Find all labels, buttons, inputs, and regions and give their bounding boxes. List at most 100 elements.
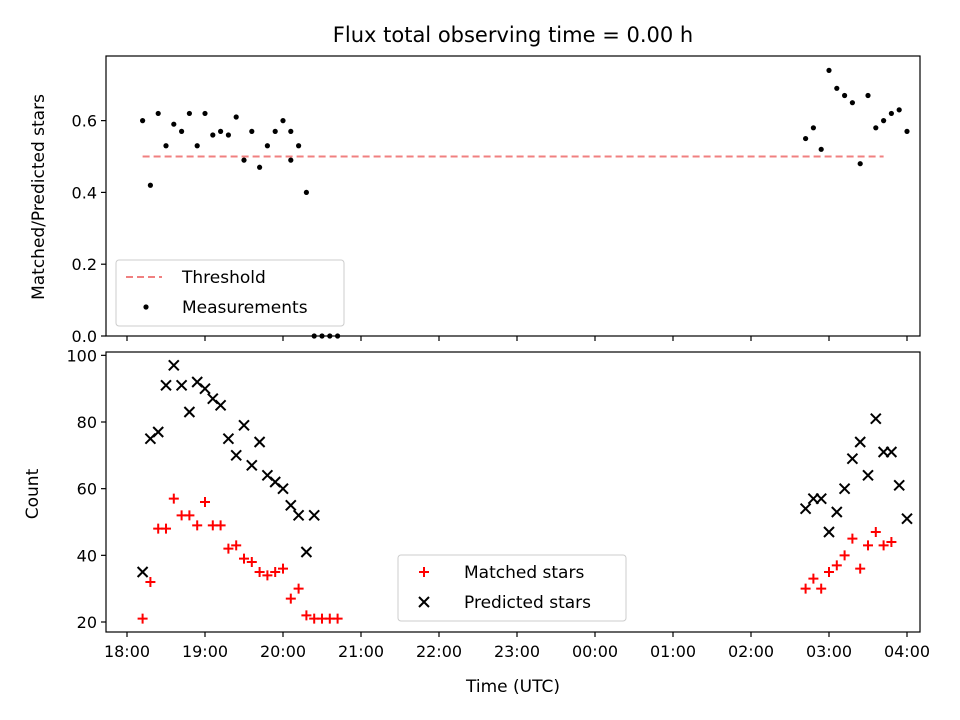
matched-star-point <box>200 497 210 507</box>
measurement-point <box>257 164 263 170</box>
bottom-panel: Count Time (UTC) 18:00 19:00 20:00 21:00 22:… <box>23 346 930 697</box>
matched-star-point <box>192 520 203 531</box>
x-tick-label-6: 00:00 <box>572 642 618 661</box>
x-tick-label-1: 19:00 <box>182 642 228 661</box>
predicted-star-point <box>885 446 898 458</box>
predicted-star-point <box>308 509 320 522</box>
predicted-star-point <box>799 502 812 515</box>
predicted-star-point <box>152 426 164 438</box>
y-tick-label-0-0: 0.0 <box>72 327 97 346</box>
legend-1: Matched stars Predicted stars <box>397 554 627 622</box>
x-tick-label-8: 02:00 <box>728 642 774 661</box>
measurement-point <box>296 143 302 149</box>
matched-star-point <box>239 553 249 564</box>
measurement-point <box>826 67 832 73</box>
legend-label-1-0: Matched stars <box>464 563 584 583</box>
measurement-point <box>303 189 309 196</box>
measurement-point <box>311 333 317 339</box>
y-tick-label-1-3: 80 <box>77 413 97 432</box>
x-tick-label-9: 03:00 <box>806 642 852 661</box>
chart-title: Flux total observing time = 0.00 h <box>333 23 693 47</box>
legend-matched-swatch <box>419 567 429 577</box>
legend-label-0-1: Measurements <box>182 298 308 318</box>
measurement-point <box>202 110 208 117</box>
axes-frame-0 <box>105 55 921 337</box>
x-tick-label-4: 22:00 <box>416 642 462 661</box>
matched-star-point <box>293 583 304 594</box>
measurement-point <box>881 118 887 124</box>
predicted-star-point <box>292 509 305 522</box>
measurement-point <box>327 333 333 339</box>
matched-star-point <box>839 550 850 561</box>
measurement-point <box>849 100 856 106</box>
x-tick-label-0: 18:00 <box>104 642 150 661</box>
y-tick-label-1-4: 100 <box>66 346 97 365</box>
matched-star-point <box>855 563 866 574</box>
measurement-point <box>155 110 161 117</box>
measurement-point <box>171 121 177 127</box>
matched-star-point <box>863 540 873 551</box>
matched-star-point <box>161 523 171 534</box>
predicted-star-point <box>246 459 258 472</box>
measurement-point <box>865 92 871 99</box>
legend-0: Threshold Measurements <box>115 259 345 327</box>
matched-star-point <box>184 510 195 521</box>
measurement-point <box>873 125 879 131</box>
predicted-star-point <box>222 432 235 445</box>
matched-star-point <box>223 543 234 554</box>
legend-box-1 <box>397 554 627 622</box>
measurement-point <box>225 132 231 138</box>
predicted-star-point <box>136 566 149 578</box>
matched-star-point <box>332 613 343 624</box>
matched-star-point <box>246 557 257 567</box>
predicted-star-point <box>160 379 172 392</box>
matched-star-point <box>831 560 842 571</box>
predicted-star-point <box>285 499 297 512</box>
y-tick-label-0-2: 0.4 <box>72 183 97 202</box>
measurement-point <box>179 128 185 134</box>
measurement-point <box>218 128 224 134</box>
matched-star-point <box>278 563 288 574</box>
x-tick-label-5: 23:00 <box>494 642 540 661</box>
predicted-star-point <box>238 419 250 432</box>
measurement-point <box>241 157 247 163</box>
measurement-point <box>280 118 286 124</box>
matched-star-point <box>870 527 881 537</box>
matched-star-point <box>847 533 858 544</box>
matched-star-point <box>262 570 273 581</box>
matched-star-point <box>231 540 242 551</box>
bottom-ylabel: Count <box>23 468 43 519</box>
measurement-point <box>319 333 325 339</box>
measurement-point <box>896 107 902 113</box>
y-tick-label-0-3: 0.6 <box>72 112 97 131</box>
measurement-point <box>818 146 824 152</box>
predicted-star-point <box>831 506 843 518</box>
predicted-star-point <box>862 469 874 482</box>
matched-star-point <box>800 583 811 594</box>
legend-label-0-0: Threshold <box>181 268 266 288</box>
matched-star-point <box>301 610 312 621</box>
x-tick-label-2: 20:00 <box>260 642 306 661</box>
y-tick-label-1-0: 20 <box>77 613 97 632</box>
top-panel: Matched/Predicted stars 0.0 0.2 0.4 0.6 Thre… <box>29 55 921 346</box>
measurement-point <box>249 128 255 134</box>
matched-star-point <box>816 583 827 594</box>
measurement-point <box>857 161 863 167</box>
predicted-star-point <box>168 359 180 372</box>
predicted-star-point <box>838 482 851 495</box>
axes-frame-1 <box>105 351 921 633</box>
measurement-point <box>194 143 200 149</box>
bottom-xlabel: Time (UTC) <box>465 677 560 697</box>
predicted-star-point <box>214 399 227 412</box>
measurement-point <box>834 85 840 91</box>
y-tick-label-0-1: 0.2 <box>72 255 97 274</box>
predicted-star-point <box>893 479 905 492</box>
predicted-star-point <box>277 482 289 495</box>
legend-label-1-1: Predicted stars <box>464 593 591 613</box>
predicted-star-point <box>854 436 866 448</box>
measurement-point <box>210 132 216 138</box>
measurement-point <box>163 143 169 149</box>
predicted-star-point <box>300 546 313 558</box>
y-tick-label-1-1: 40 <box>77 546 97 565</box>
